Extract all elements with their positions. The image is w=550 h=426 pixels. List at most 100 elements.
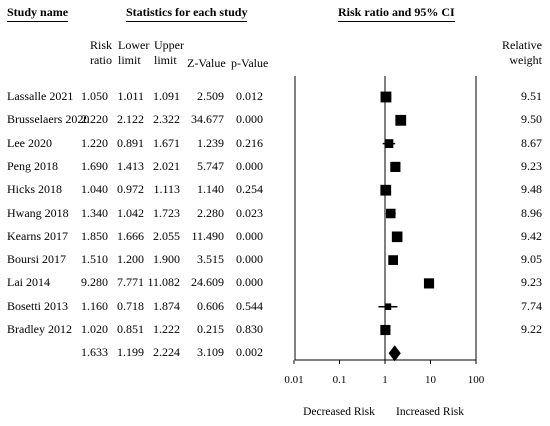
study-weight-value: 7.74 [521,298,542,313]
study-lower-value: 1.011 [117,89,144,103]
study-name: Peng 2018 [7,158,58,173]
risk-ratio-header-line2: ratio [90,53,112,67]
study-point-square [390,161,401,172]
study-rr-value: 1.850 [81,228,108,243]
study-lower-value: 1.666 [117,228,144,243]
study-z-value: 34.677 [191,112,224,127]
study-point-square [384,139,394,149]
study-name: Hicks 2018 [7,182,62,197]
study-upper-value: 1.671 [153,135,180,150]
study-weight-value: 8.67 [521,135,542,150]
study-point-square [380,324,391,336]
study-upper-value: 11.082 [147,275,180,290]
study-upper-value: 1.113 [153,182,180,197]
study-weight-value: 9.51 [521,89,542,103]
study-name: Lai 2014 [7,275,50,290]
study-p-value: 0.012 [236,89,263,103]
study-z-value: 3.515 [197,252,224,267]
x-tick-label: 0.01 [284,374,303,386]
study-upper-value: 1.091 [153,89,180,103]
study-upper-value: 2.055 [153,228,180,243]
study-lower-value: 0.972 [117,182,144,197]
increased-risk-label: Increased Risk [396,406,464,418]
study-p-value: 0.000 [236,158,263,173]
x-tick-label: 10 [425,374,437,386]
pooled-z-value: 3.109 [197,345,224,360]
study-lower-value: 0.891 [117,135,144,150]
x-tick-label: 1 [382,374,388,386]
x-tick-label: 100 [468,374,485,386]
study-name: Lassalle 2021 [7,89,74,103]
study-z-value: 1.140 [197,182,224,197]
study-weight-value: 9.23 [521,158,542,173]
lower-header-line2: limit [118,53,141,67]
study-z-value: 0.606 [197,298,224,313]
study-lower-value: 1.042 [117,205,144,220]
study-name: Brusselaers 2020 [7,112,90,127]
study-p-value: 0.254 [236,182,263,197]
study-z-value: 5.747 [197,158,224,173]
upper-limit-column-header: Upper limit [154,38,184,68]
study-p-value: 0.000 [236,228,263,243]
study-upper-value: 2.322 [153,112,180,127]
study-z-value: 0.215 [197,322,224,336]
study-lower-value: 1.413 [117,158,144,173]
study-point-square [388,255,399,265]
study-rr-value: 1.340 [81,205,108,220]
study-lower-value: 1.200 [117,252,144,267]
study-weight-value: 9.48 [521,182,542,197]
p-value-column-header: p-Value [231,56,269,70]
ci-header: Risk ratio and 95% CI [338,5,455,22]
study-point-square [380,184,392,196]
lower-header-line1: Lower [118,38,150,52]
study-rr-value: 1.510 [81,252,108,267]
study-weight-value: 9.50 [521,112,542,127]
study-rr-value: 1.690 [81,158,108,173]
study-point-square [380,91,392,103]
study-p-value: 0.544 [236,298,263,313]
decreased-risk-label: Decreased Risk [303,406,375,418]
study-p-value: 0.000 [236,112,263,127]
study-rr-value: 1.220 [81,135,108,150]
study-p-value: 0.216 [236,135,263,150]
study-upper-value: 1.900 [153,252,180,267]
risk-ratio-column-header: Risk ratio [90,38,112,68]
study-name-header: Study name [7,5,69,22]
study-p-value: 0.023 [236,205,263,220]
study-point-square [391,231,403,243]
study-name: Lee 2020 [7,135,52,150]
study-z-value: 2.509 [197,89,224,103]
study-rr-value: 1.040 [81,182,108,197]
study-z-value: 24.609 [191,275,224,290]
study-name: Boursi 2017 [7,252,67,267]
study-point-square [386,208,396,219]
pooled-p-value: 0.002 [236,345,263,360]
study-z-value: 2.280 [197,205,224,220]
study-upper-value: 1.874 [153,298,180,313]
study-point-square [384,303,392,310]
statistics-header: Statistics for each study [126,5,248,22]
study-rr-value: 1.020 [81,322,108,336]
study-weight-value: 9.23 [521,275,542,290]
z-value-column-header: Z-Value [187,56,226,70]
study-point-square [423,278,435,289]
study-upper-value: 1.222 [153,322,180,336]
study-upper-value: 1.723 [153,205,180,220]
study-weight-value: 9.22 [521,322,542,336]
study-name: Kearns 2017 [7,228,68,243]
upper-header-line2: limit [154,53,177,67]
study-rr-value: 2.220 [81,112,108,127]
relative-weight-column-header: Relative weight [500,38,542,68]
study-p-value: 0.000 [236,275,263,290]
study-rr-value: 9.280 [81,275,108,290]
study-rr-value: 1.050 [81,89,108,103]
upper-header-line1: Upper [154,38,184,52]
study-name: Bosetti 2013 [7,298,69,313]
study-weight-value: 9.05 [521,252,542,267]
pooled-lower-value: 1.199 [117,345,144,360]
weight-header-line2: weight [509,53,542,67]
study-p-value: 0.000 [236,252,263,267]
study-point-square [395,114,407,126]
study-z-value: 11.490 [191,228,224,243]
